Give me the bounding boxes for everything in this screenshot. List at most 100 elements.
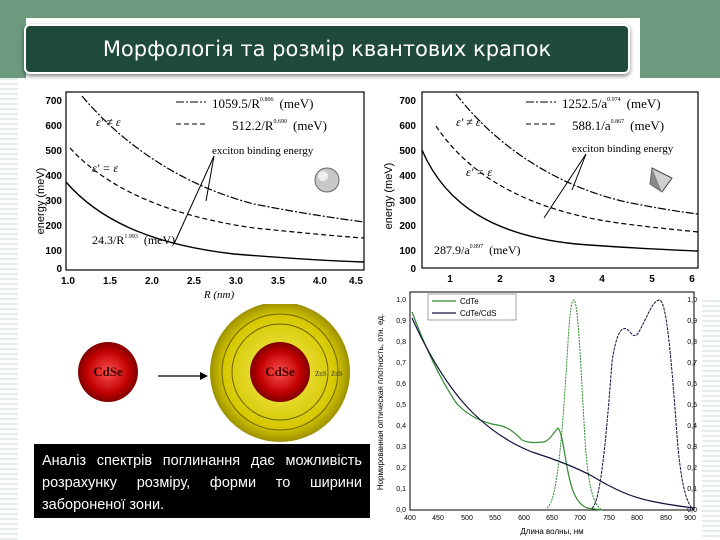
spec-ytick-left: 0,4 bbox=[396, 423, 406, 430]
left-ytick: 100 bbox=[45, 246, 62, 257]
spec-ytick-right: 0,1 bbox=[687, 486, 697, 493]
spectrum-series-cdtecds bbox=[411, 317, 695, 509]
left-curve-neq bbox=[81, 95, 365, 223]
right-fit2: 588.1/a0.867 (meV) bbox=[572, 118, 664, 133]
spec-xtick: 650 bbox=[546, 515, 558, 522]
spec-ytick-left: 1,0 bbox=[396, 297, 406, 304]
spec-ytick-left: 0,6 bbox=[396, 381, 406, 388]
spec-ytick-left: 0,1 bbox=[396, 486, 406, 493]
shell-core bbox=[250, 342, 310, 402]
spectrum-series-cdtecds-pl bbox=[591, 299, 695, 511]
right-xtick: 6 bbox=[689, 274, 695, 285]
spectrum-series-cdte-pl bbox=[546, 299, 603, 511]
right-ylabel: energy (meV) bbox=[383, 163, 395, 230]
caption-text: Аналіз спектрів поглинання дає можливіст… bbox=[42, 453, 362, 513]
zns-label: ZnS bbox=[331, 370, 343, 378]
right-xtick: 5 bbox=[649, 274, 655, 285]
right-xtick: 2 bbox=[497, 274, 503, 285]
right-curve-exciton bbox=[421, 149, 699, 252]
left-curve-exciton bbox=[65, 181, 365, 263]
spec-xtick: 750 bbox=[603, 515, 615, 522]
right-ytick: 700 bbox=[399, 96, 416, 107]
shell-core-label: CdSe bbox=[265, 364, 295, 379]
right-plot-frame bbox=[421, 91, 699, 269]
spec-ytick-left: 0,7 bbox=[396, 360, 406, 367]
spectrum-frame bbox=[409, 291, 695, 511]
right-annotation: exciton binding energy bbox=[572, 143, 674, 155]
core-label: CdSe bbox=[93, 364, 123, 379]
spec-ytick-left: 0,3 bbox=[396, 444, 406, 451]
left-xtick: 1.0 bbox=[61, 276, 75, 287]
core-shell-diagram: CdSe CdSe ZnS ZnS bbox=[78, 304, 350, 442]
left-stripes bbox=[0, 78, 18, 540]
right-xtick: 3 bbox=[549, 274, 555, 285]
right-ytick: 600 bbox=[399, 121, 416, 132]
arrow-icon bbox=[200, 372, 208, 380]
left-ylabel: energy (meV) bbox=[35, 168, 47, 235]
spectrum-xlabel: Длина волны, нм bbox=[520, 527, 583, 536]
spec-xtick: 800 bbox=[631, 515, 643, 522]
left-xtick: 4.0 bbox=[313, 276, 327, 287]
spec-ytick-right: 0,8 bbox=[687, 339, 697, 346]
spec-xtick: 700 bbox=[574, 515, 586, 522]
zns-label: ZnS bbox=[315, 370, 327, 378]
right-stripes bbox=[702, 300, 720, 540]
spec-xtick: 450 bbox=[432, 515, 444, 522]
right-ytick: 500 bbox=[399, 146, 416, 157]
slide-title: Морфологія та розмір квантових крапок bbox=[102, 37, 552, 61]
spec-ytick-right: 1,0 bbox=[687, 297, 697, 304]
left-fit3: 24.3/R1.993 (meV) bbox=[92, 233, 175, 247]
left-ytick: 700 bbox=[45, 96, 62, 107]
left-xtick: 3.5 bbox=[271, 276, 285, 287]
right-xtick: 4 bbox=[599, 274, 605, 285]
spectrum-legend bbox=[427, 293, 517, 321]
right-curve-neq bbox=[455, 93, 699, 215]
left-xtick: 2.5 bbox=[187, 276, 201, 287]
left-plot-frame bbox=[65, 91, 365, 271]
left-fit1: 1059.5/R0.806 (meV) bbox=[212, 96, 313, 111]
spec-ytick-right: 0,3 bbox=[687, 444, 697, 451]
left-xtick: 4.5 bbox=[349, 276, 363, 287]
left-ytick: 500 bbox=[45, 146, 62, 157]
right-accent-bar bbox=[640, 18, 720, 78]
title-bar: Морфологія та розмір квантових крапок bbox=[24, 24, 630, 74]
left-ytick: 300 bbox=[45, 196, 62, 207]
left-legend-neq: ε' ≠ ε bbox=[96, 115, 121, 129]
spec-ytick-left: 0,8 bbox=[396, 339, 406, 346]
sphere-icon bbox=[314, 167, 340, 193]
spec-ytick-left: 0,9 bbox=[396, 318, 406, 325]
spec-xtick: 600 bbox=[518, 515, 530, 522]
right-legend-neq: ε' ≠ ε bbox=[456, 115, 481, 129]
right-energy-chart: 700 600 500 400 300 200 100 0 energy (me… bbox=[383, 91, 699, 285]
spec-ytick-right: 0,2 bbox=[687, 465, 697, 472]
left-ytick: 0 bbox=[56, 264, 62, 275]
spec-xtick: 400 bbox=[404, 515, 416, 522]
left-xtick: 1.5 bbox=[103, 276, 117, 287]
spec-ytick-right: 0,5 bbox=[687, 402, 697, 409]
spectrum-series-cdte bbox=[411, 311, 603, 511]
left-ytick: 400 bbox=[45, 171, 62, 182]
spec-ytick-right: 0,9 bbox=[687, 318, 697, 325]
right-ytick: 200 bbox=[399, 221, 416, 232]
left-xlabel: R (nm) bbox=[203, 289, 235, 301]
spec-ytick-right: 0,4 bbox=[687, 423, 697, 430]
spec-ytick-left: 0,5 bbox=[396, 402, 406, 409]
spec-ytick-right: 0,6 bbox=[687, 381, 697, 388]
left-ytick: 200 bbox=[45, 221, 62, 232]
spec-ytick-left: 0,2 bbox=[396, 465, 406, 472]
spec-xtick: 850 bbox=[660, 515, 672, 522]
right-ytick: 100 bbox=[399, 246, 416, 257]
spec-xtick: 900 bbox=[684, 515, 696, 522]
left-accent-bar bbox=[0, 18, 26, 78]
right-xtick: 1 bbox=[447, 274, 453, 285]
caption-box: Аналіз спектрів поглинання дає можливіст… bbox=[34, 444, 370, 518]
spec-xtick: 500 bbox=[461, 515, 473, 522]
left-energy-chart: 700 600 500 400 300 200 100 0 energy (me… bbox=[35, 91, 365, 301]
left-xtick: 3.0 bbox=[229, 276, 243, 287]
right-ytick: 300 bbox=[399, 196, 416, 207]
spectrum-ylabel: Нормированная оптическая плотность, отн.… bbox=[376, 314, 385, 490]
right-fit3: 287.9/a0.897 (meV) bbox=[434, 243, 521, 257]
left-xtick: 2.0 bbox=[145, 276, 159, 287]
right-fit1: 1252.5/a0.974 (meV) bbox=[562, 96, 661, 111]
spec-ytick-right: 0,7 bbox=[687, 360, 697, 367]
